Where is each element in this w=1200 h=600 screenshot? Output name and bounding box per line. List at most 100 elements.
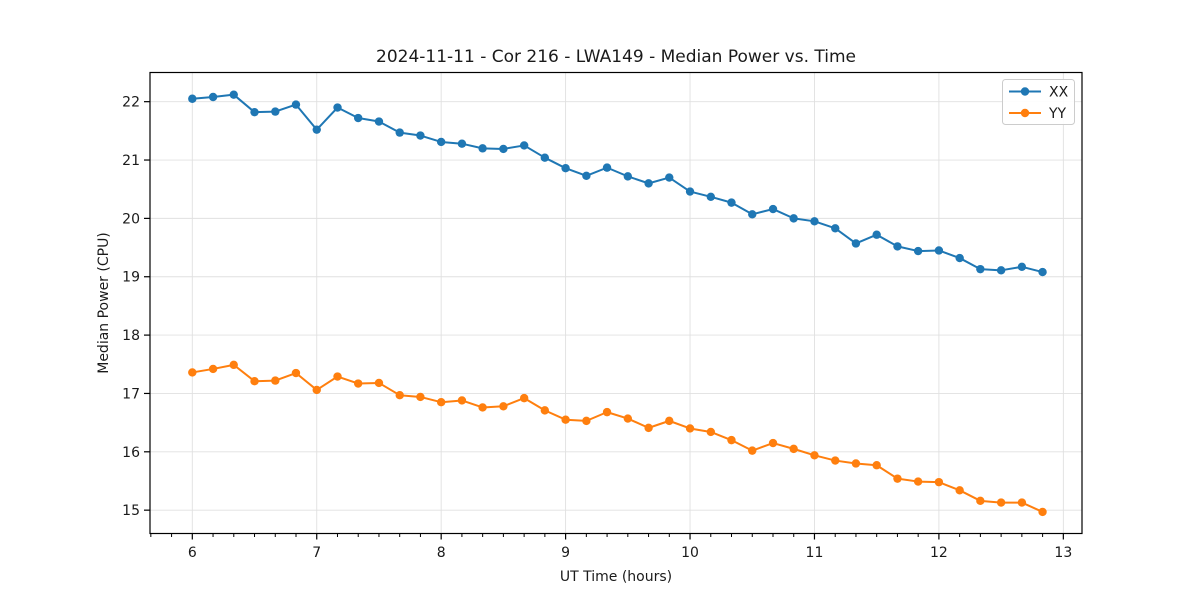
data-point-marker	[291, 368, 301, 378]
data-point-marker	[1017, 498, 1027, 507]
data-point-marker	[229, 360, 238, 370]
data-point-marker	[810, 451, 819, 460]
x-tick-label: 8	[437, 545, 446, 561]
series-line-XX	[192, 93, 1043, 274]
data-point-marker	[208, 364, 218, 374]
data-point-marker	[333, 372, 342, 381]
plot-border	[149, 71, 1083, 535]
legend-item-XX: XX	[1009, 85, 1069, 101]
legend-label: XX	[1049, 85, 1069, 101]
y-tick-label: 21	[122, 153, 140, 169]
data-point-marker	[685, 187, 695, 196]
y-tick-label: 20	[122, 211, 140, 227]
data-point-marker	[561, 164, 570, 173]
data-point-marker	[789, 444, 798, 454]
data-point-marker	[1017, 262, 1027, 272]
x-tick-label: 6	[188, 545, 197, 561]
data-point-marker	[644, 179, 653, 188]
data-point-marker	[271, 107, 280, 116]
data-point-marker	[831, 224, 840, 233]
x-tick-label: 10	[681, 545, 699, 561]
y-axis-label: Median Power (CPU)	[96, 232, 112, 374]
data-point-marker	[416, 131, 425, 140]
data-point-marker	[374, 378, 384, 388]
legend-label: YY	[1048, 106, 1067, 122]
data-point-marker	[996, 498, 1006, 507]
data-point-marker	[706, 192, 716, 201]
data-point-marker	[602, 163, 612, 172]
data-point-marker	[768, 438, 778, 448]
data-point-marker	[789, 214, 798, 223]
x-tick-label: 13	[1054, 545, 1072, 561]
data-point-marker	[851, 239, 861, 248]
data-point-marker	[436, 137, 446, 147]
data-point-marker	[1038, 507, 1047, 517]
data-point-marker	[623, 414, 633, 423]
data-point-marker	[623, 172, 633, 181]
data-point-marker	[685, 424, 695, 433]
data-point-marker	[706, 427, 716, 437]
data-point-marker	[540, 406, 550, 415]
y-tick-label: 17	[122, 386, 140, 402]
legend-item-YY: YY	[1009, 106, 1067, 122]
data-point-marker	[768, 204, 778, 214]
data-point-marker	[395, 128, 404, 137]
y-tick-label: 15	[122, 503, 140, 519]
data-point-marker	[188, 94, 197, 103]
data-point-marker	[872, 230, 881, 239]
data-point-marker	[872, 461, 881, 470]
y-tick-label: 18	[122, 328, 140, 344]
data-point-marker	[665, 416, 674, 426]
data-point-marker	[229, 90, 238, 99]
data-point-marker	[851, 459, 861, 468]
x-axis-label: UT Time (hours)	[560, 569, 672, 585]
data-point-marker	[644, 423, 653, 433]
grid-lines	[150, 72, 1082, 534]
chart-title: 2024-11-11 - Cor 216 - LWA149 - Median P…	[376, 47, 856, 67]
data-point-marker	[416, 392, 425, 402]
data-point-marker	[457, 139, 467, 148]
data-point-marker	[727, 435, 736, 445]
data-point-marker	[374, 117, 384, 126]
x-tick-label: 9	[561, 545, 570, 561]
data-point-marker	[188, 368, 197, 377]
data-point-marker	[913, 477, 923, 486]
data-point-marker	[934, 477, 944, 487]
data-point-marker	[457, 396, 467, 405]
data-point-marker	[561, 415, 570, 424]
data-point-marker	[478, 144, 487, 153]
data-point-marker	[748, 210, 757, 219]
y-tick-label: 19	[122, 270, 140, 286]
data-point-marker	[893, 242, 902, 251]
data-point-marker	[976, 496, 985, 506]
legend-marker	[1020, 108, 1030, 118]
data-point-marker	[976, 264, 985, 274]
data-point-marker	[478, 403, 487, 412]
axis-ticks	[144, 101, 1064, 540]
data-point-marker	[333, 103, 342, 112]
data-point-marker	[602, 407, 612, 417]
series-XX	[188, 90, 1047, 277]
data-point-marker	[810, 217, 819, 226]
data-point-marker	[934, 246, 944, 255]
data-point-marker	[312, 385, 321, 395]
series-line-YY	[192, 363, 1043, 513]
data-point-marker	[436, 398, 446, 407]
tick-labels: 6 7 8 9 10 11 12 13 15 16 17 18 19 20 21 22	[122, 95, 1072, 561]
data-point-marker	[540, 153, 550, 162]
data-point-marker	[831, 456, 840, 465]
data-point-marker	[582, 416, 591, 426]
plot-area: 6 7 8 9 10 11 12 13 15 16 17 18 19 20 21 22 XX YY	[122, 71, 1083, 561]
data-point-marker	[727, 198, 736, 207]
data-point-marker	[519, 141, 529, 150]
legend: XX YY	[1002, 79, 1075, 125]
data-point-marker	[955, 253, 964, 263]
data-point-marker	[1038, 267, 1047, 277]
data-point-marker	[395, 391, 404, 400]
data-point-marker	[893, 474, 902, 483]
data-point-marker	[499, 144, 508, 154]
data-point-marker	[913, 246, 923, 256]
data-point-marker	[499, 402, 508, 411]
